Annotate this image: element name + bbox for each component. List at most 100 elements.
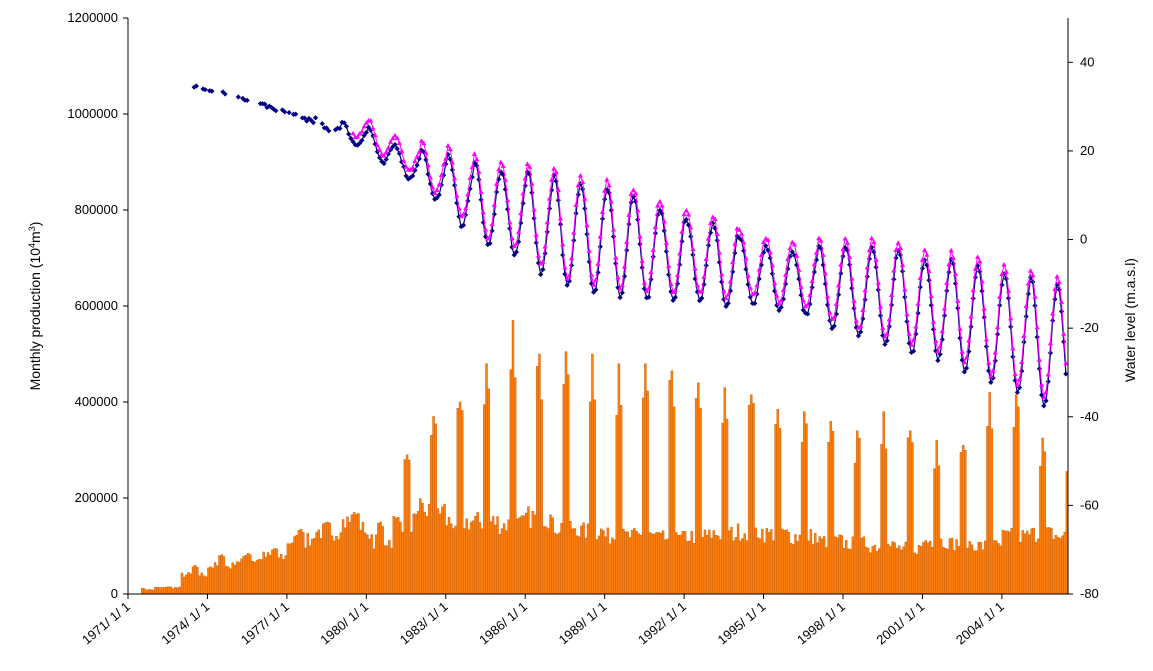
production-bar bbox=[653, 533, 656, 595]
water-level-magenta-point bbox=[972, 266, 979, 271]
production-bar bbox=[679, 534, 682, 595]
water-level-dark-point bbox=[849, 285, 855, 291]
water-level-magenta-point bbox=[1063, 360, 1069, 366]
water-level-dark-point bbox=[950, 261, 956, 267]
water-level-magenta-point bbox=[906, 331, 912, 336]
production-bar bbox=[864, 546, 868, 595]
water-level-magenta-point bbox=[866, 247, 873, 253]
production-bar bbox=[796, 540, 799, 595]
production-bars bbox=[141, 320, 1069, 595]
water-level-dark-point bbox=[652, 230, 659, 236]
production-bar bbox=[575, 535, 579, 595]
water-level-dark-point bbox=[498, 169, 504, 175]
production-bar bbox=[480, 528, 484, 595]
water-level-magenta-point bbox=[813, 249, 820, 255]
production-bar bbox=[191, 566, 195, 595]
water-level-dark-point bbox=[893, 255, 899, 261]
water-level-dark-point bbox=[650, 254, 656, 260]
water-level-magenta-point bbox=[390, 135, 396, 141]
water-level-dark-point bbox=[1041, 403, 1047, 409]
water-level-magenta-point bbox=[690, 246, 696, 252]
production-bar bbox=[973, 550, 976, 595]
production-bar bbox=[359, 530, 362, 595]
production-bar bbox=[988, 392, 991, 595]
production-bar bbox=[774, 424, 777, 595]
production-bar bbox=[169, 586, 173, 595]
water-level-dark-point bbox=[679, 238, 685, 244]
production-bar bbox=[1025, 530, 1029, 595]
production-bar bbox=[895, 548, 899, 595]
production-bar bbox=[399, 521, 402, 595]
production-bar bbox=[582, 522, 585, 595]
production-bar bbox=[1045, 527, 1049, 595]
water-level-magenta-point bbox=[882, 333, 888, 339]
production-bar bbox=[419, 498, 422, 595]
water-level-dark-point bbox=[917, 284, 923, 290]
water-level-magenta-point bbox=[421, 140, 427, 146]
water-level-dark-point bbox=[838, 270, 844, 277]
water-level-magenta-point bbox=[805, 301, 811, 307]
water-level-magenta-point bbox=[835, 282, 842, 288]
production-bar bbox=[675, 532, 678, 595]
water-level-magenta-point bbox=[685, 211, 692, 217]
water-level-magenta-point bbox=[394, 135, 400, 141]
water-level-magenta-point bbox=[456, 205, 462, 211]
water-level-magenta-point bbox=[610, 226, 617, 232]
water-level-magenta-point bbox=[562, 264, 568, 270]
production-bar bbox=[776, 409, 780, 595]
production-bar bbox=[975, 550, 978, 595]
water-level-magenta-point bbox=[975, 254, 981, 259]
water-level-dark-point bbox=[504, 206, 511, 212]
water-level-dark-point bbox=[407, 174, 414, 181]
production-bar bbox=[372, 548, 376, 595]
production-bar bbox=[979, 542, 983, 595]
water-level-magenta-point bbox=[542, 243, 548, 249]
production-bar bbox=[1052, 539, 1055, 595]
water-level-magenta-point bbox=[842, 235, 848, 241]
water-level-dark-point bbox=[527, 171, 533, 177]
x-tick-label: 1983/ 1/ 1 bbox=[397, 599, 451, 648]
water-level-magenta-point bbox=[425, 162, 431, 168]
water-level-dark-point bbox=[891, 276, 897, 282]
production-bar bbox=[681, 531, 685, 595]
production-bar bbox=[1034, 542, 1038, 595]
water-level-magenta-point bbox=[787, 245, 793, 251]
water-level-dark-point bbox=[626, 221, 632, 227]
production-bar bbox=[641, 397, 645, 595]
water-level-magenta-point bbox=[432, 190, 438, 196]
production-bar bbox=[414, 513, 418, 595]
water-level-magenta-point bbox=[941, 305, 948, 311]
production-bar bbox=[445, 525, 448, 595]
water-level-dark-point bbox=[986, 368, 992, 374]
production-bar bbox=[286, 543, 290, 595]
water-level-dark-point bbox=[562, 271, 568, 277]
water-level-dark-point bbox=[696, 298, 703, 304]
production-bar bbox=[741, 538, 744, 595]
water-level-dark-point bbox=[1025, 291, 1031, 297]
production-bar bbox=[637, 533, 640, 595]
production-bar bbox=[246, 553, 250, 595]
water-level-dark-point bbox=[244, 97, 250, 103]
production-bar bbox=[944, 548, 947, 595]
water-level-dark-point bbox=[482, 234, 489, 240]
production-bar bbox=[489, 521, 493, 595]
water-level-dark-point bbox=[924, 262, 930, 268]
water-level-dark-point bbox=[599, 216, 606, 222]
water-level-dark-point bbox=[544, 229, 550, 235]
production-bar bbox=[886, 543, 890, 595]
production-bar bbox=[690, 531, 693, 595]
production-bar bbox=[997, 543, 1000, 595]
water-level-magenta-point bbox=[745, 273, 751, 278]
water-level-dark-point bbox=[529, 189, 535, 196]
water-level-dark-point bbox=[809, 284, 815, 290]
water-level-magenta-point bbox=[990, 367, 996, 373]
water-level-dark-point bbox=[1043, 398, 1049, 404]
production-bar bbox=[571, 528, 574, 595]
production-bar bbox=[845, 540, 848, 595]
production-bar bbox=[291, 542, 294, 595]
production-bar bbox=[341, 519, 345, 595]
water-level-magenta-point bbox=[613, 254, 619, 260]
water-level-dark-point bbox=[363, 129, 369, 136]
water-level-magenta-point bbox=[661, 218, 667, 224]
